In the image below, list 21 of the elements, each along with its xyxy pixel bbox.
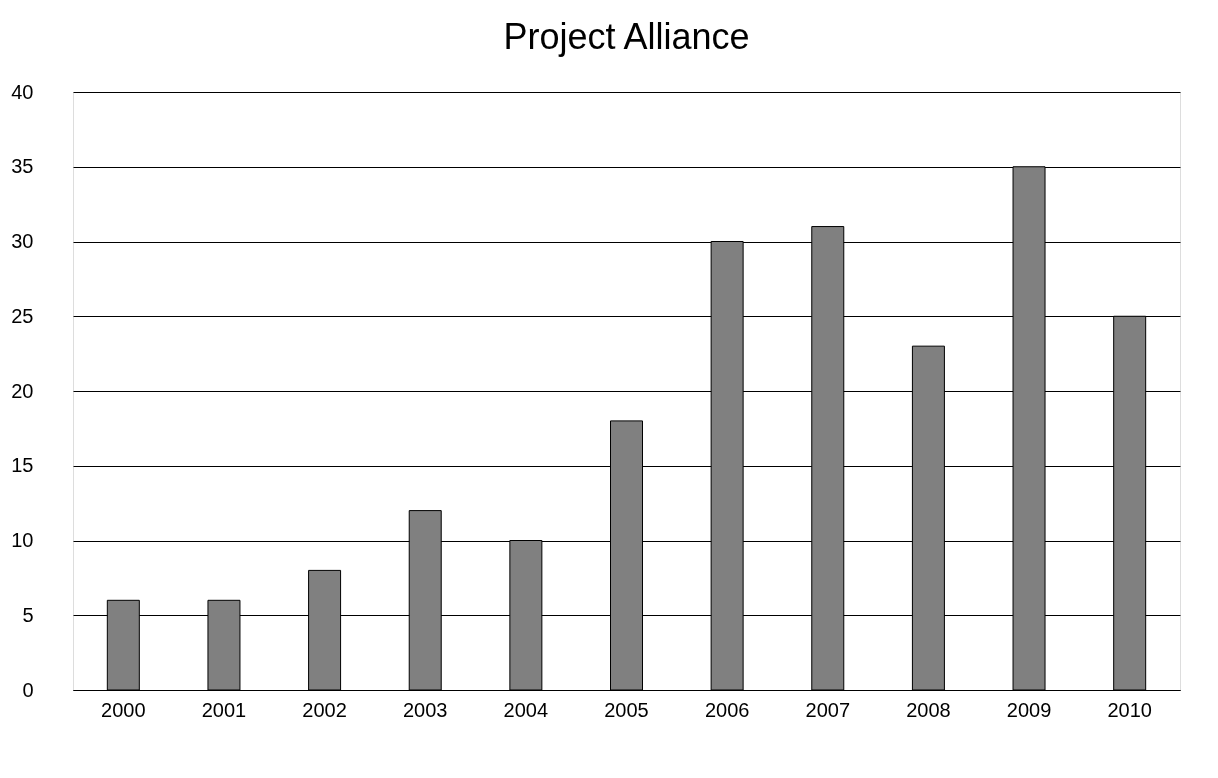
x-tick-label: 2008: [906, 698, 951, 721]
x-tick-label: 2010: [1107, 698, 1152, 721]
x-tick-label: 2001: [201, 698, 247, 721]
x-tick-label: 2006: [704, 698, 750, 721]
y-tick-label: 40: [11, 80, 34, 103]
x-tick-label: 2009: [1006, 698, 1052, 721]
x-tick-label: 2002: [302, 698, 347, 721]
y-tick-label: 20: [11, 379, 34, 402]
y-tick-label: 25: [11, 304, 34, 327]
x-tick-label: 2003: [402, 698, 448, 721]
y-tick-label: 30: [11, 230, 34, 252]
x-tick-label: 2004: [503, 698, 549, 721]
x-tick-label: 2005: [604, 698, 649, 721]
y-tick-label: 35: [11, 155, 34, 178]
y-tick-label: 5: [22, 603, 34, 626]
y-tick-label: 0: [22, 678, 34, 701]
x-tick-label: 2000: [101, 698, 146, 721]
y-tick-label: 15: [11, 454, 34, 477]
x-tick-label: 2007: [805, 698, 851, 721]
y-tick-label: 10: [11, 529, 34, 551]
chart-title: Project Alliance: [503, 16, 750, 57]
